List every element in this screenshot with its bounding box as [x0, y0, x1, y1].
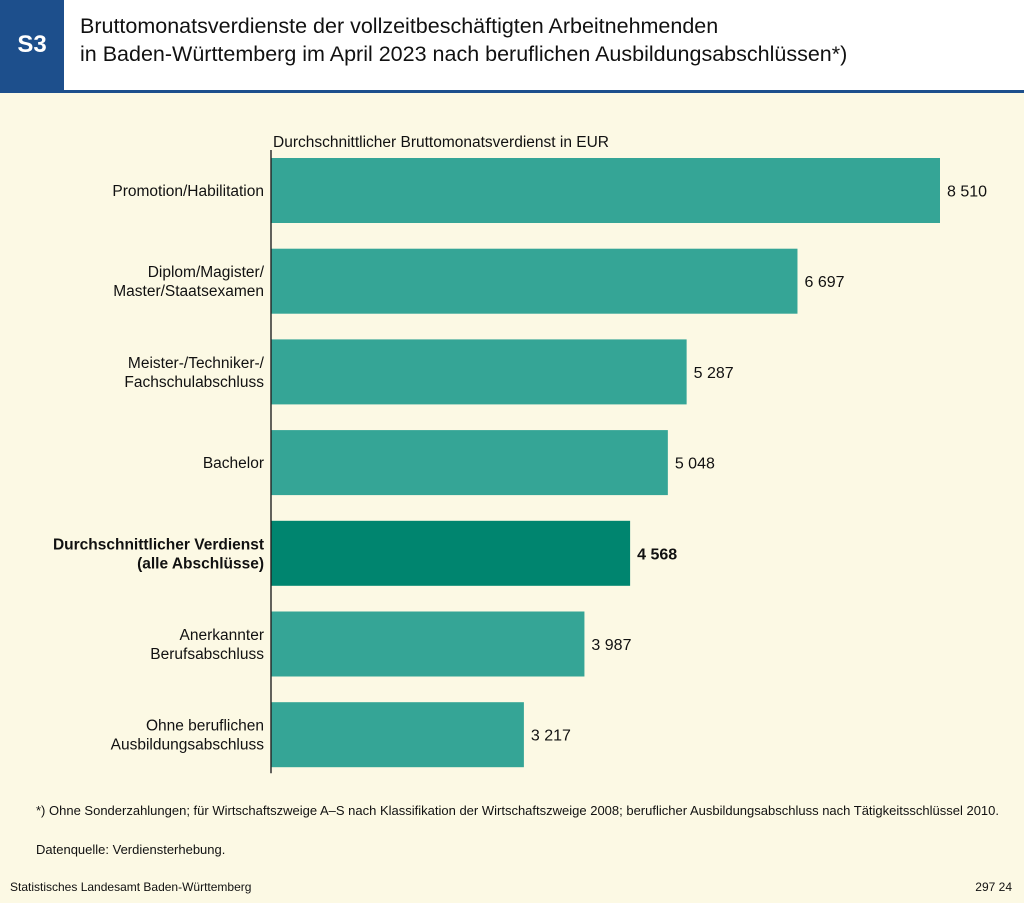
- category-label-4-1: (alle Abschlüsse): [137, 555, 264, 572]
- chart-panel: [0, 93, 1024, 903]
- value-label-6: 3 217: [531, 728, 571, 745]
- value-label-4: 4 568: [637, 546, 677, 563]
- value-label-2: 5 287: [694, 365, 734, 382]
- chart-title-line-2: in Baden-Württemberg im April 2023 nach …: [80, 42, 848, 66]
- chart-header: S3 Bruttomonatsverdienste der vollzeitbe…: [0, 0, 1024, 90]
- value-label-5: 3 987: [591, 637, 631, 654]
- chart-title-line-1: Bruttomonatsverdienste der vollzeitbesch…: [80, 14, 719, 38]
- bar-4: [271, 520, 631, 586]
- category-label-5-0: Anerkannter: [180, 627, 264, 644]
- chart-number-badge: S3: [0, 0, 64, 90]
- bar-chart: Durchschnittlicher Bruttomonatsverdienst…: [53, 134, 987, 774]
- value-label-1: 6 697: [804, 274, 844, 291]
- category-label-6-1: Ausbildungsabschluss: [111, 737, 265, 754]
- category-label-4-0: Durchschnittlicher Verdienst: [53, 536, 264, 553]
- header-divider: [0, 90, 1024, 93]
- bar-0: [271, 158, 940, 223]
- category-label-2-1: Fachschulabschluss: [124, 374, 264, 391]
- chart-title: Bruttomonatsverdienste der vollzeitbesch…: [80, 12, 1010, 68]
- publisher: Statistisches Landesamt Baden-Württember…: [10, 880, 252, 894]
- category-label-0-0: Promotion/Habilitation: [112, 183, 264, 200]
- value-label-3: 5 048: [675, 456, 715, 473]
- category-label-5-1: Berufsabschluss: [150, 646, 264, 663]
- category-label-1-0: Diplom/Magister/: [148, 264, 265, 281]
- chart-code: 297 24: [975, 880, 1012, 894]
- bar-5: [271, 611, 585, 677]
- category-label-2-0: Meister-/Techniker-/: [128, 355, 265, 372]
- bar-2: [271, 339, 687, 405]
- data-source: Datenquelle: Verdiensterhebung.: [36, 842, 226, 857]
- footnote: *) Ohne Sonderzahlungen; für Wirtschafts…: [36, 803, 999, 818]
- category-label-6-0: Ohne beruflichen: [146, 718, 264, 735]
- bar-6: [271, 702, 524, 768]
- axis-title: Durchschnittlicher Bruttomonatsverdienst…: [273, 134, 609, 151]
- value-label-0: 8 510: [947, 184, 987, 201]
- bar-3: [271, 430, 668, 496]
- category-label-3-0: Bachelor: [203, 455, 264, 472]
- bar-1: [271, 248, 798, 314]
- category-label-1-1: Master/Staatsexamen: [113, 283, 264, 300]
